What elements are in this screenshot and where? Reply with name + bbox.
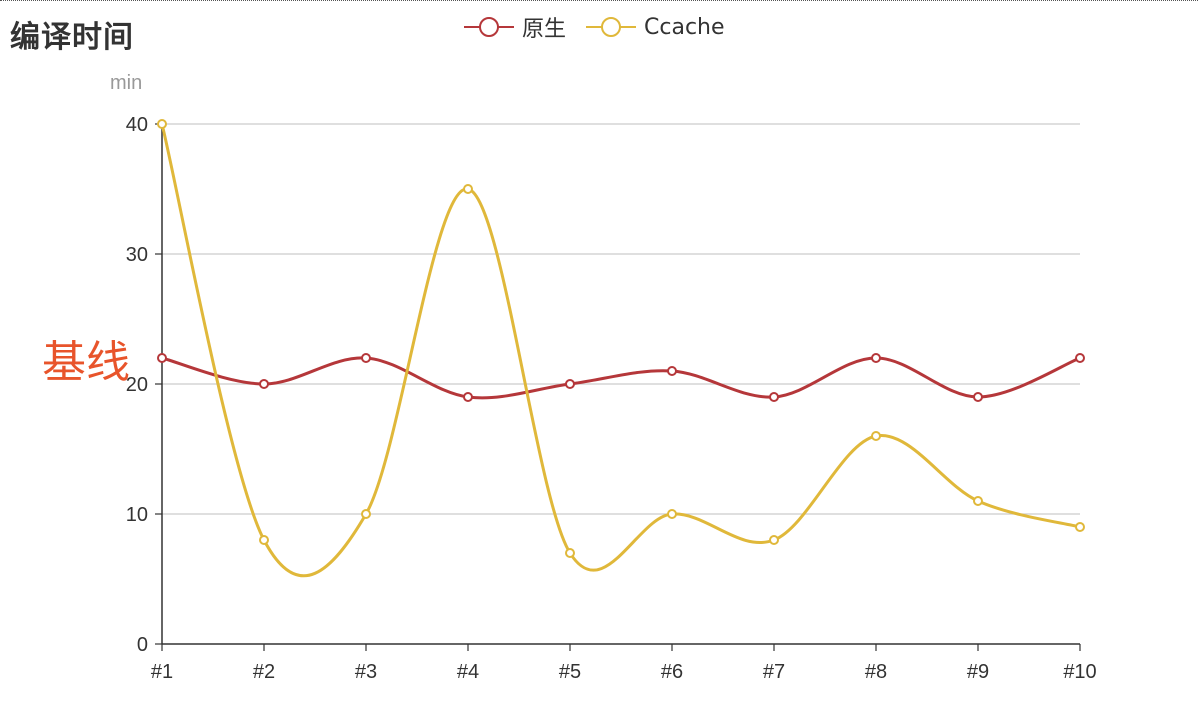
data-point-0-4 xyxy=(565,379,575,389)
data-point-1-6 xyxy=(769,535,779,545)
legend-label-ccache: Ccache xyxy=(644,14,725,40)
data-point-0-2 xyxy=(361,353,371,363)
legend: 原生 Ccache xyxy=(464,12,745,42)
data-point-1-3 xyxy=(463,184,473,194)
series-line-1 xyxy=(160,123,1081,578)
x-tick-label: #3 xyxy=(355,661,377,683)
data-point-1-7 xyxy=(871,431,881,441)
x-tick-label: #1 xyxy=(151,661,173,683)
data-point-1-0 xyxy=(157,119,167,129)
y-tick-label: 10 xyxy=(126,504,148,526)
data-point-0-6 xyxy=(769,392,779,402)
x-tick-label: #10 xyxy=(1063,661,1096,683)
baseline-annotation: 基线 xyxy=(42,337,130,388)
data-point-1-1 xyxy=(259,535,269,545)
y-tick-label: 0 xyxy=(137,634,148,656)
data-point-1-8 xyxy=(973,496,983,506)
data-point-0-1 xyxy=(259,379,269,389)
x-tick-label: #7 xyxy=(763,661,785,683)
y-tick-label: 30 xyxy=(126,244,148,266)
data-point-1-2 xyxy=(361,509,371,519)
x-tick-label: #4 xyxy=(457,661,479,683)
y-tick-label: 40 xyxy=(126,114,148,136)
data-point-0-5 xyxy=(667,366,677,376)
top-border xyxy=(0,0,1198,1)
x-tick-label: #6 xyxy=(661,661,683,683)
data-point-0-9 xyxy=(1075,353,1085,363)
legend-item-native[interactable]: 原生 xyxy=(464,11,566,43)
chart-title: 编译时间 xyxy=(10,20,134,55)
y-axis-unit: min xyxy=(110,72,142,94)
y-tick-label: 20 xyxy=(126,374,148,396)
legend-swatch-ccache xyxy=(586,17,637,37)
legend-swatch-native xyxy=(464,17,514,37)
x-tick-label: #5 xyxy=(559,661,581,683)
x-tick-label: #8 xyxy=(865,661,887,683)
x-tick-label: #2 xyxy=(253,661,275,683)
data-point-0-7 xyxy=(871,353,881,363)
data-point-0-3 xyxy=(463,392,473,402)
data-point-1-4 xyxy=(565,548,575,558)
data-point-1-5 xyxy=(667,509,677,519)
x-tick-label: #9 xyxy=(967,661,989,683)
series-line-0 xyxy=(161,356,1081,400)
legend-label-native: 原生 xyxy=(522,17,567,42)
data-point-1-9 xyxy=(1075,522,1085,532)
legend-item-ccache[interactable]: Ccache xyxy=(586,15,725,40)
data-point-0-8 xyxy=(973,392,983,402)
data-point-0-0 xyxy=(157,353,167,363)
